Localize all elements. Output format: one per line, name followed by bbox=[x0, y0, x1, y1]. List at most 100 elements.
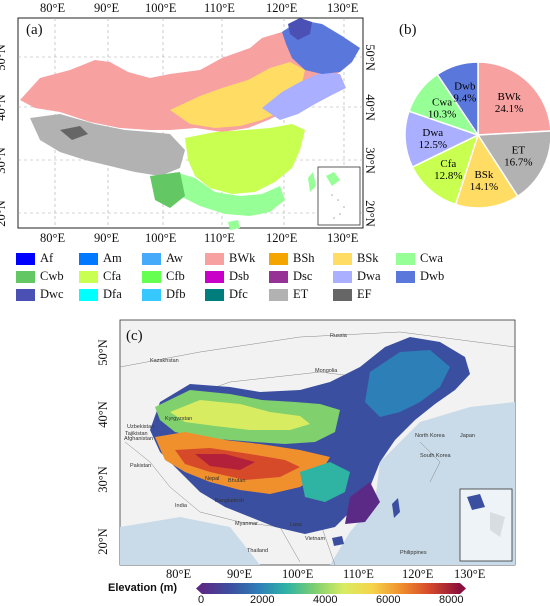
tick-c-bottom-4: 120°E bbox=[402, 567, 434, 581]
legend-row: Dwc Dfa Dfb Dfc ET EF bbox=[16, 286, 396, 303]
pie-percent-dwa: 12.5% bbox=[419, 139, 447, 151]
legend-label: Dfa bbox=[103, 287, 122, 301]
country-label: India bbox=[175, 503, 188, 509]
country-label: Bangladesh bbox=[215, 498, 244, 504]
tick-bottom-3: 110°E bbox=[204, 231, 235, 245]
country-label: Uzbekistan bbox=[127, 424, 154, 430]
pie-label-dwa: Dwa bbox=[422, 127, 443, 139]
country-label: Tajikistan bbox=[125, 431, 148, 437]
colorbar-tick-3: 6000 bbox=[376, 594, 401, 606]
tick-right-1: 40°N bbox=[362, 94, 377, 121]
legend-item-dwb: Dwb bbox=[396, 268, 459, 285]
legend-item-aw: Aw bbox=[142, 250, 205, 267]
legend-item-dwa: Dwa bbox=[333, 268, 396, 285]
pie-percent-cwa: 10.3% bbox=[428, 108, 456, 120]
pie-slice-dwa bbox=[404, 110, 480, 169]
zone-dwc bbox=[288, 18, 312, 40]
tick-left-3: 20°N bbox=[0, 200, 8, 227]
tick-bottom-0: 80°E bbox=[40, 231, 66, 245]
panel-b: (b) BWk 24.1% ET 16.7% BSk 14.1% Cfa 12.8% Dwa 12… bbox=[385, 0, 550, 250]
tick-top-4: 120°E bbox=[266, 1, 298, 15]
pie-label-cfa: Cfa bbox=[440, 158, 456, 170]
legend-swatch bbox=[142, 288, 161, 301]
panel-a-label: (a) bbox=[26, 22, 43, 38]
pie-percent-bwk: 24.1% bbox=[495, 103, 523, 115]
pie-slice-cfa bbox=[411, 133, 480, 206]
tick-left-1: 40°N bbox=[0, 94, 8, 121]
panel-c: Russia Kazakhstan Mongolia Kyrgyzstan Uzbeki… bbox=[0, 312, 550, 606]
legend-item-bsk: BSk bbox=[333, 250, 396, 267]
pie-percent-bsk: 14.1% bbox=[470, 181, 498, 193]
tick-right-2: 30°N bbox=[362, 147, 377, 174]
legend-swatch bbox=[142, 252, 161, 265]
china-elevation bbox=[150, 337, 470, 546]
tick-c-bottom-3: 110°E bbox=[343, 567, 374, 581]
pie-label-bwk: BWk bbox=[497, 91, 521, 103]
legend-label: BWk bbox=[229, 251, 256, 265]
legend-label: Dsb bbox=[229, 269, 250, 283]
legend-swatch bbox=[205, 252, 224, 265]
pie-percent-cfa: 12.8% bbox=[434, 170, 462, 182]
legend-label: Cfb bbox=[166, 269, 185, 283]
legend-label: Dwc bbox=[40, 287, 64, 301]
panel-a: (a) 80°E 90°E 100°E 110°E 120°E 130°E 80… bbox=[0, 0, 380, 250]
tick-top-0: 80°E bbox=[40, 1, 66, 15]
legend-label: Cwa bbox=[420, 251, 443, 265]
legend-label: Aw bbox=[166, 251, 183, 265]
legend-label: Dwa bbox=[357, 269, 381, 283]
legend-label: Dfc bbox=[229, 287, 248, 301]
tick-bottom-1: 90°E bbox=[94, 231, 120, 245]
tick-c-bottom-0: 80°E bbox=[166, 567, 192, 581]
legend-item-dsb: Dsb bbox=[205, 268, 269, 285]
country-label: South Korea bbox=[420, 453, 452, 459]
legend-item-bwk: BWk bbox=[205, 250, 269, 267]
tick-c-bottom-1: 90°E bbox=[227, 567, 253, 581]
legend-label: ET bbox=[293, 287, 309, 301]
legend-swatch bbox=[79, 288, 98, 301]
legend-item-af: Af bbox=[16, 250, 79, 267]
legend-swatch bbox=[79, 252, 98, 265]
legend-item-cwb: Cwb bbox=[16, 268, 79, 285]
legend-swatch bbox=[269, 252, 288, 265]
tick-bottom-4: 120°E bbox=[266, 231, 298, 245]
legend-swatch bbox=[16, 288, 35, 301]
climate-zones bbox=[20, 18, 360, 230]
tick-left-2: 30°N bbox=[0, 147, 8, 174]
tick-c-left-0: 50°N bbox=[95, 339, 110, 366]
tick-c-left-2: 30°N bbox=[95, 466, 110, 493]
legend-label: Am bbox=[103, 251, 122, 265]
legend-swatch bbox=[16, 270, 35, 283]
country-label: Russia bbox=[330, 333, 348, 339]
country-label: Thailand bbox=[247, 548, 268, 554]
elevation-colorbar bbox=[202, 583, 460, 594]
legend-swatch bbox=[333, 270, 352, 283]
panel-c-label: (c) bbox=[126, 328, 143, 344]
country-label: Kyrgyzstan bbox=[165, 416, 192, 422]
tick-right-0: 50°N bbox=[362, 44, 377, 71]
legend-item-ef: EF bbox=[333, 286, 396, 303]
pie-label-et: ET bbox=[512, 145, 526, 157]
legend-swatch bbox=[269, 270, 288, 283]
pie-slice-et bbox=[476, 130, 550, 198]
legend-swatch bbox=[333, 288, 352, 301]
legend-item-et: ET bbox=[269, 286, 333, 303]
pie-slice-bsk bbox=[454, 133, 519, 209]
tick-left-0: 50°N bbox=[0, 44, 8, 71]
legend-item-dfc: Dfc bbox=[205, 286, 269, 303]
legend-item-dfb: Dfb bbox=[142, 286, 205, 303]
tick-c-bottom-2: 100°E bbox=[282, 567, 314, 581]
legend-label: Dsc bbox=[293, 269, 313, 283]
country-label: Mongolia bbox=[315, 368, 338, 374]
legend-item-cfa: Cfa bbox=[79, 268, 142, 285]
legend-label: BSk bbox=[357, 251, 379, 265]
legend-label: Dwb bbox=[420, 269, 445, 283]
legend-swatch bbox=[396, 252, 415, 265]
zone-cwb bbox=[150, 172, 185, 208]
pie-percent-dwb: 9.4% bbox=[453, 93, 476, 105]
pie-label-dwb: Dwb bbox=[454, 81, 476, 93]
legend-item-dfa: Dfa bbox=[79, 286, 142, 303]
pie-slice-dwb bbox=[436, 61, 479, 138]
country-label: Vietnam bbox=[305, 536, 325, 542]
legend-label: Af bbox=[40, 251, 54, 265]
panel-b-label: (b) bbox=[399, 22, 417, 38]
